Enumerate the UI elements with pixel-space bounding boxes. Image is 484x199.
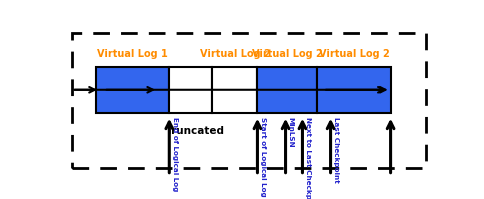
Text: Virtual Log 2: Virtual Log 2 bbox=[252, 49, 323, 59]
Text: Truncated: Truncated bbox=[166, 126, 225, 136]
Text: MinLSN: MinLSN bbox=[288, 117, 294, 148]
Bar bbox=[318, 67, 391, 113]
Bar bbox=[169, 67, 212, 113]
Text: End of Logical Log: End of Logical Log bbox=[171, 117, 178, 192]
Text: Last Checkpoint: Last Checkpoint bbox=[333, 117, 339, 183]
Text: Start of Logical Log: Start of Logical Log bbox=[260, 117, 266, 197]
Text: Virtual Log 2: Virtual Log 2 bbox=[318, 49, 390, 59]
Text: Virtual Log 1: Virtual Log 1 bbox=[97, 49, 168, 59]
Text: Next to Last Checkpoint: Next to Last Checkpoint bbox=[305, 117, 311, 199]
Text: Virtual Log 2: Virtual Log 2 bbox=[199, 49, 270, 59]
Bar bbox=[257, 67, 318, 113]
Bar bbox=[212, 67, 257, 113]
Bar bbox=[96, 67, 169, 113]
